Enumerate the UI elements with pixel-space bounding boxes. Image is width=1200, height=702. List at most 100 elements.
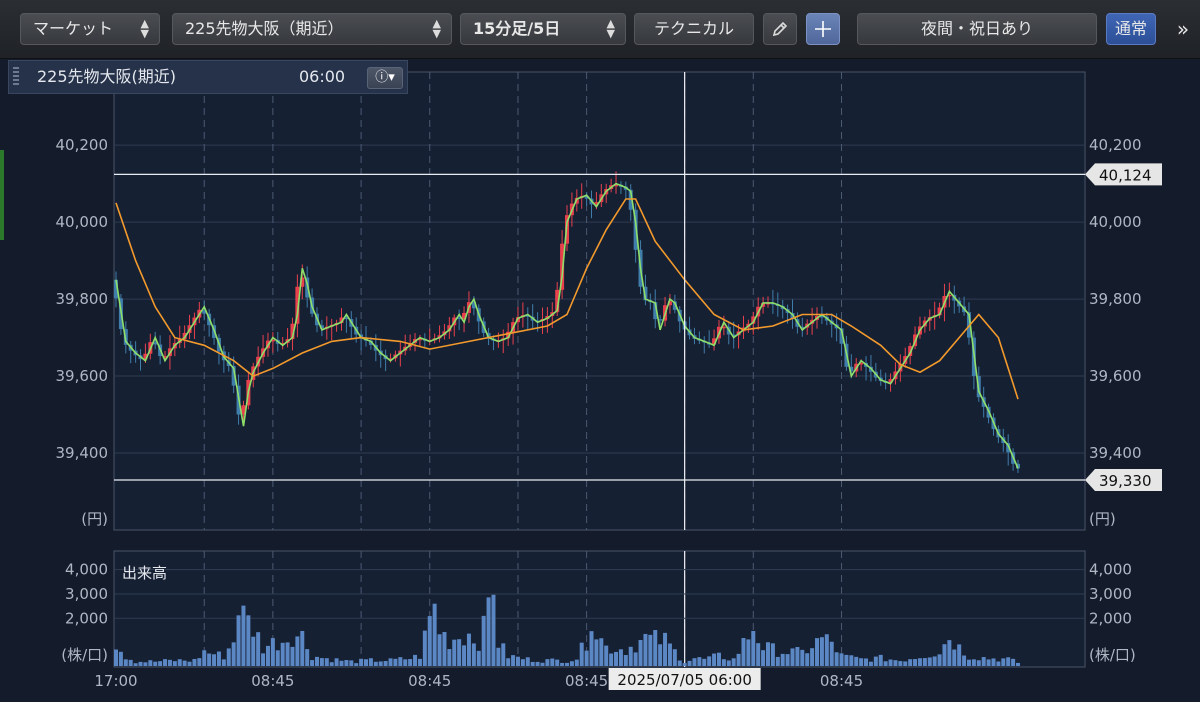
volume-bar — [932, 656, 937, 666]
volume-bar — [775, 656, 780, 666]
volume-bar — [697, 657, 702, 666]
pencil-icon — [772, 21, 788, 37]
volume-bar — [893, 660, 898, 666]
volume-bar — [398, 657, 403, 666]
pencil-button[interactable] — [763, 13, 797, 45]
x-tick-label: 08:45 — [408, 672, 451, 690]
volume-y-tick-left: 4,000 — [65, 561, 108, 579]
interval-select[interactable]: 15分足/5日 ▲ ▼ — [460, 13, 626, 45]
info-dropdown-button[interactable]: ⓘ▾ — [367, 67, 403, 89]
volume-bar — [555, 659, 560, 666]
volume-bar — [275, 650, 280, 666]
volume-bar — [383, 661, 388, 666]
candle-body — [457, 317, 462, 320]
more-button[interactable]: » — [1170, 13, 1196, 45]
candle-body — [319, 325, 324, 329]
volume-bar — [226, 648, 231, 666]
volume-bar — [824, 634, 829, 666]
volume-bar — [937, 654, 942, 666]
volume-bar — [373, 661, 378, 666]
volume-bar — [314, 656, 319, 666]
volume-bar — [594, 639, 599, 666]
drag-handle[interactable] — [13, 67, 19, 87]
mode-button[interactable]: 通常 — [1106, 13, 1156, 45]
candle-body — [560, 243, 565, 290]
candle-body — [849, 366, 854, 372]
volume-bar — [868, 661, 873, 666]
candle-body — [368, 340, 373, 345]
volume-bar — [579, 642, 584, 666]
candle-body — [672, 301, 677, 310]
volume-y-tick-right: 4,000 — [1089, 561, 1132, 579]
candle-body — [305, 277, 310, 298]
candle-body — [344, 317, 349, 320]
volume-bar — [741, 638, 746, 666]
candle-body — [231, 366, 236, 386]
volume-y-tick-right: 3,000 — [1089, 585, 1132, 603]
volume-bar — [457, 639, 462, 666]
volume-bar — [942, 644, 947, 666]
candle-body — [163, 356, 168, 358]
price-unit-right: (円) — [1089, 510, 1116, 528]
candle-body — [417, 338, 422, 341]
volume-bar — [643, 633, 648, 666]
volume-bar — [133, 663, 138, 666]
volume-bar — [123, 659, 128, 666]
volume-bar — [927, 657, 932, 666]
volume-bar — [251, 636, 256, 666]
volume-bar — [736, 653, 741, 666]
volume-bar — [761, 650, 766, 666]
low-price-label: 39,330 — [1099, 472, 1152, 490]
volume-bar — [996, 661, 1001, 666]
volume-bar — [618, 649, 623, 666]
volume-bar — [682, 663, 687, 666]
volume-bar — [212, 654, 217, 666]
price-y-tick-right: 40,000 — [1089, 213, 1142, 231]
volume-bar — [114, 649, 118, 666]
volume-bar — [491, 594, 496, 666]
legend-time: 06:00 — [299, 67, 346, 86]
volume-bar — [246, 615, 251, 666]
x-tick-label: 08:45 — [565, 672, 608, 690]
volume-bar — [408, 659, 413, 666]
volume-bar — [839, 653, 844, 666]
volume-bar — [148, 660, 153, 666]
technical-button[interactable]: テクニカル — [634, 13, 754, 45]
volume-bar — [790, 648, 795, 666]
volume-bar — [726, 660, 731, 666]
volume-bar — [427, 616, 432, 666]
candle-body — [731, 334, 736, 336]
volume-bar — [913, 659, 918, 666]
volume-bar — [329, 662, 334, 666]
market-select[interactable]: マーケット ▲ ▼ — [20, 13, 160, 45]
volume-bar — [609, 653, 614, 666]
candle-body — [721, 326, 726, 329]
session-button[interactable]: 夜間・祝日あり — [857, 13, 1097, 45]
volume-bar — [854, 656, 859, 666]
candle-body — [667, 301, 672, 306]
volume-bar — [864, 658, 869, 666]
volume-bar — [716, 652, 721, 666]
volume-bar — [565, 662, 569, 666]
volume-bar — [712, 653, 717, 666]
candle-body — [339, 317, 344, 323]
volume-bar — [525, 657, 530, 666]
volume-bar — [447, 649, 452, 666]
volume-bar — [574, 659, 579, 666]
symbol-select[interactable]: 225先物大阪（期近） ▲ ▼ — [172, 13, 452, 45]
candle-body — [202, 309, 207, 314]
volume-bar — [128, 659, 133, 666]
volume-bar — [177, 659, 182, 666]
volume-bar — [501, 643, 506, 666]
mode-button-label: 通常 — [1114, 19, 1147, 38]
crosshair-button[interactable] — [806, 13, 840, 45]
symbol-legend[interactable]: 225先物大阪(期近) 06:00 ⓘ▾ — [8, 60, 408, 94]
volume-bar — [466, 633, 471, 666]
volume-bar — [143, 662, 148, 666]
price-y-tick-left: 39,600 — [56, 367, 109, 385]
price-y-tick-left: 40,200 — [56, 136, 109, 154]
volume-bar — [413, 654, 418, 666]
short-moving-average-line — [115, 182, 1019, 469]
volume-bar — [908, 659, 913, 666]
